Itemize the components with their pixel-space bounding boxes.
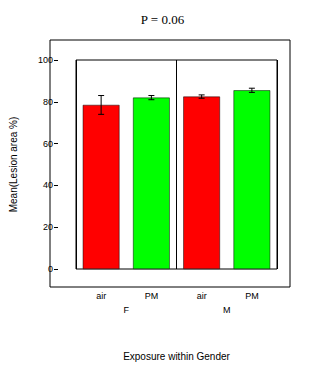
svg-text:PM: PM <box>245 291 259 301</box>
svg-text:20: 20 <box>43 222 53 232</box>
svg-text:100: 100 <box>38 55 53 65</box>
svg-text:M: M <box>223 305 231 315</box>
svg-text:Mean(Lesion area %): Mean(Lesion area %) <box>8 117 19 213</box>
svg-text:F: F <box>124 305 130 315</box>
svg-text:Exposure within Gender: Exposure within Gender <box>123 351 230 362</box>
svg-text:40: 40 <box>43 180 53 190</box>
svg-text:80: 80 <box>43 97 53 107</box>
svg-text:P = 0.06: P = 0.06 <box>141 12 185 27</box>
svg-text:air: air <box>197 291 207 301</box>
svg-text:PM: PM <box>145 291 159 301</box>
svg-text:0: 0 <box>48 264 53 274</box>
svg-text:air: air <box>96 291 106 301</box>
svg-text:60: 60 <box>43 139 53 149</box>
